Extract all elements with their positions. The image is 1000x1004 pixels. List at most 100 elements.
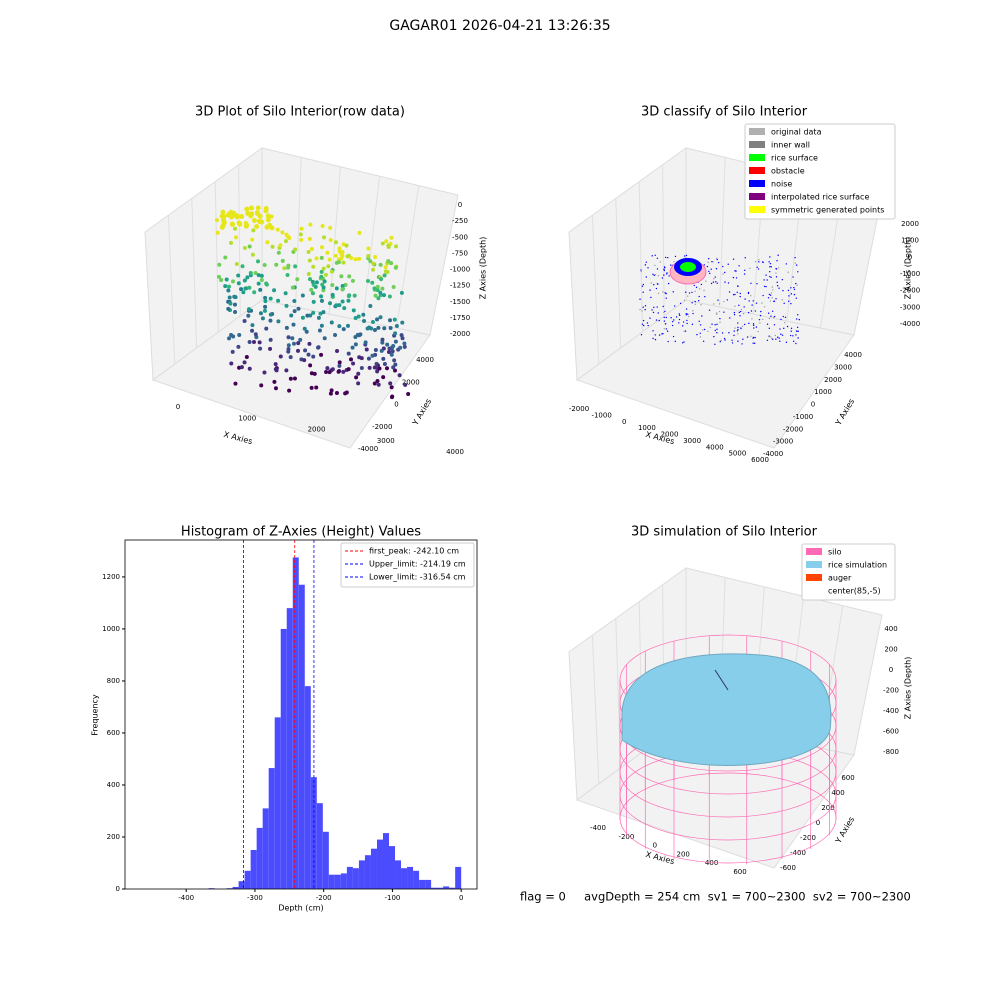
decor-point [227, 295, 232, 300]
decor-point [402, 341, 407, 346]
z-tick-label: 200 [884, 646, 897, 654]
decor-point [262, 370, 267, 375]
decor-point [283, 239, 288, 244]
y-tick-label: 1200 [102, 573, 120, 581]
decor-point [703, 264, 706, 266]
legend-swatch [749, 206, 765, 213]
decor-point [744, 257, 746, 259]
decor-point [714, 329, 716, 332]
decor-point [329, 388, 334, 393]
decor-point [226, 211, 232, 217]
decor-point [302, 326, 307, 331]
bar [352, 868, 359, 889]
decor-point [674, 340, 676, 343]
decor-point [377, 366, 382, 371]
decor-point [227, 336, 232, 341]
y-tick-label: 200 [107, 833, 120, 841]
decor-point [795, 342, 797, 345]
legend-label: obstacle [771, 167, 805, 176]
decor-point [789, 334, 792, 337]
decor-point [752, 323, 755, 325]
x-tick-label: 2000 [308, 426, 326, 434]
decor-point [293, 247, 298, 252]
decor-point [272, 379, 277, 384]
decor-point [744, 269, 746, 272]
decor-point [264, 326, 269, 331]
decor-point [712, 261, 714, 263]
decor-point [737, 285, 739, 287]
decor-point [389, 352, 394, 357]
decor-point [240, 264, 245, 269]
decor-point [392, 358, 397, 363]
decor-point [220, 217, 226, 223]
decor-point [713, 277, 715, 280]
pane-grid [328, 166, 341, 315]
decor-point [645, 276, 647, 278]
decor-point [723, 337, 726, 340]
decor-point [231, 210, 237, 216]
decor-point [795, 318, 798, 320]
bar [316, 803, 323, 889]
decor-point [651, 255, 653, 257]
decor-point [683, 255, 686, 257]
bar [389, 846, 396, 889]
bar [358, 860, 365, 889]
decor-point [322, 336, 327, 341]
decor-point [775, 338, 777, 340]
decor-point [642, 291, 644, 293]
decor-point [366, 253, 371, 258]
z-tick-label: -400 [883, 707, 899, 715]
decor-point [390, 349, 395, 354]
pane-grid [238, 164, 241, 317]
decor-point [657, 292, 660, 295]
decor-point [245, 275, 250, 280]
decor-point [234, 214, 240, 220]
decor-point [747, 311, 750, 314]
bar [382, 833, 389, 889]
decor-point [770, 292, 773, 294]
decor-point [734, 305, 736, 307]
decor-point [259, 383, 264, 388]
decor-point [760, 310, 762, 313]
bar [256, 827, 263, 889]
decor-point [640, 333, 643, 336]
decor-point [319, 298, 324, 303]
y-tick-label: 4000 [844, 351, 862, 359]
decor-point [664, 310, 666, 313]
decor-point [231, 334, 236, 339]
decor-point [752, 300, 754, 302]
decor-point [737, 322, 739, 324]
decor-point [373, 254, 378, 259]
decor-point [768, 261, 770, 263]
decor-point [330, 283, 335, 288]
decor-point [645, 261, 648, 263]
z-tick-label: -2000 [450, 330, 470, 338]
decor-point [750, 295, 752, 297]
decor-point [773, 315, 776, 318]
decor-point [303, 348, 308, 353]
decor-point [770, 266, 772, 268]
decor-point [258, 287, 263, 292]
decor-point [697, 300, 700, 302]
z-tick-label: -1000 [450, 266, 470, 274]
decor-point [264, 282, 269, 287]
decor-point [386, 243, 391, 248]
y-tick-label: 1000 [814, 388, 832, 396]
decor-point [304, 329, 309, 334]
decor-point [751, 318, 753, 320]
decor-point [350, 278, 355, 283]
bar [431, 887, 438, 889]
decor-point [671, 324, 674, 327]
decor-point [312, 371, 317, 376]
decor-point [291, 322, 296, 327]
decor-point [237, 333, 242, 338]
decor-point [220, 209, 226, 215]
decor-point [287, 388, 292, 393]
decor-point [399, 333, 404, 338]
decor-point [284, 368, 289, 373]
decor-point [320, 245, 325, 250]
decor-point [770, 336, 772, 338]
decor-point [681, 342, 684, 344]
decor-point [307, 258, 312, 263]
decor-point [732, 276, 735, 279]
